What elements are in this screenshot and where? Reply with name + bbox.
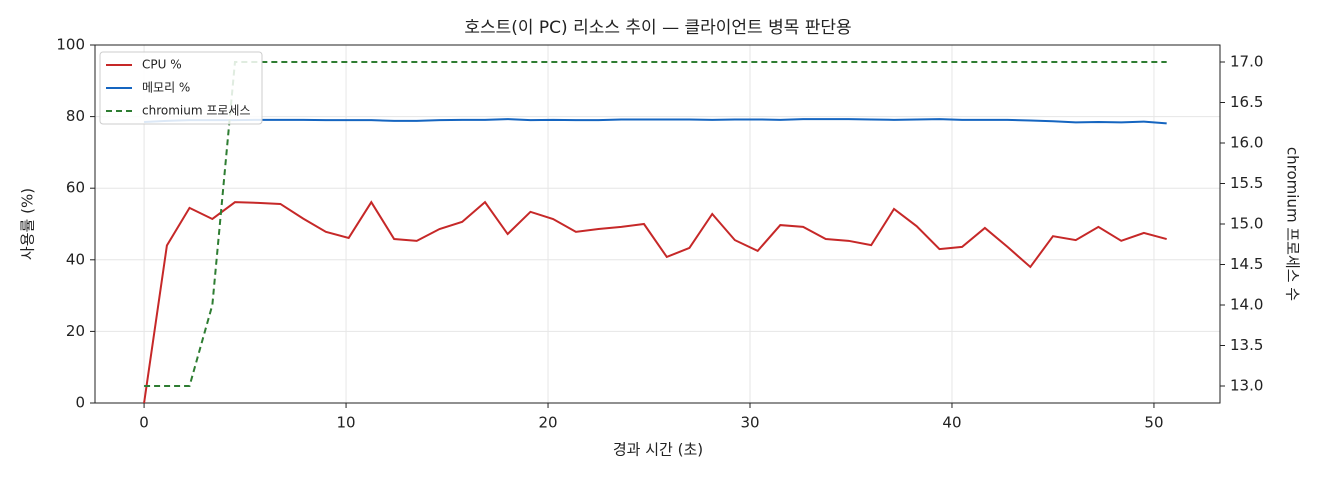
x-axis-label: 경과 시간 (초) (613, 441, 703, 459)
y-tick-label: 60 (66, 179, 85, 197)
x-tick-label: 20 (538, 414, 557, 432)
y2-tick-label: 15.0 (1230, 215, 1263, 233)
y2-tick-label: 16.0 (1230, 134, 1263, 152)
y2-tick-label: 13.0 (1230, 376, 1263, 394)
y-tick-label: 40 (66, 250, 85, 268)
y2-tick-label: 15.5 (1230, 174, 1263, 192)
y2-tick-label: 16.5 (1230, 93, 1263, 111)
legend-label: chromium 프로세스 (142, 104, 251, 118)
legend-label: CPU % (142, 58, 182, 72)
y-tick-label: 0 (75, 394, 85, 412)
x-tick-label: 0 (139, 414, 149, 432)
legend-label: 메모리 % (142, 81, 190, 95)
x-tick-label: 10 (337, 414, 356, 432)
y2-axis-label: chromium 프로세스 수 (1284, 147, 1302, 301)
y2-tick-label: 14.0 (1230, 295, 1263, 313)
legend-box (99, 51, 263, 125)
y-tick-label: 100 (56, 36, 85, 54)
y2-tick-label: 17.0 (1230, 53, 1263, 71)
x-tick-label: 40 (942, 414, 961, 432)
x-tick-label: 50 (1144, 414, 1163, 432)
series-line (144, 61, 1167, 387)
y-tick-label: 80 (66, 107, 85, 125)
series-line (143, 200, 1167, 404)
series-line (144, 118, 1167, 125)
y-axis-label: 사용률 (%) (19, 188, 37, 260)
y2-tick-label: 14.5 (1230, 255, 1263, 273)
plot-frame (94, 44, 1221, 404)
y-tick-label: 20 (66, 322, 85, 340)
y2-tick-label: 13.5 (1230, 336, 1263, 354)
x-tick-label: 30 (740, 414, 759, 432)
chart-title: 호스트(이 PC) 리소스 추이 — 클라이언트 병목 판단용 (464, 18, 851, 38)
